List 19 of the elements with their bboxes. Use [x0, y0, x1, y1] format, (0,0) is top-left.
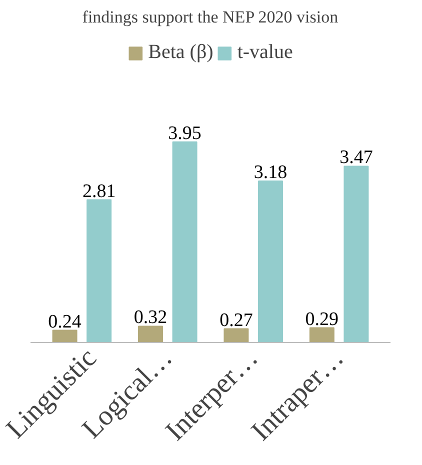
text: findings support the NEP 2020 vision [82, 8, 339, 26]
data-label: 3.18 [254, 162, 288, 183]
bar [172, 141, 198, 342]
data-label: 0.32 [134, 307, 168, 328]
bar [138, 326, 163, 342]
bar [224, 328, 249, 342]
data-label: 2.81 [82, 180, 116, 202]
bar [86, 199, 112, 342]
legend-label: t-value [237, 41, 293, 64]
bar [309, 327, 334, 342]
bar [52, 330, 78, 342]
legend-label: Beta (β) [148, 41, 214, 64]
bar [344, 166, 369, 342]
data-label: 3.95 [168, 122, 202, 144]
data-label: 3.47 [340, 147, 373, 168]
data-label: 0.24 [48, 311, 82, 332]
data-label: 0.29 [305, 308, 339, 330]
bar [258, 180, 283, 342]
data-label: 0.27 [220, 310, 253, 331]
